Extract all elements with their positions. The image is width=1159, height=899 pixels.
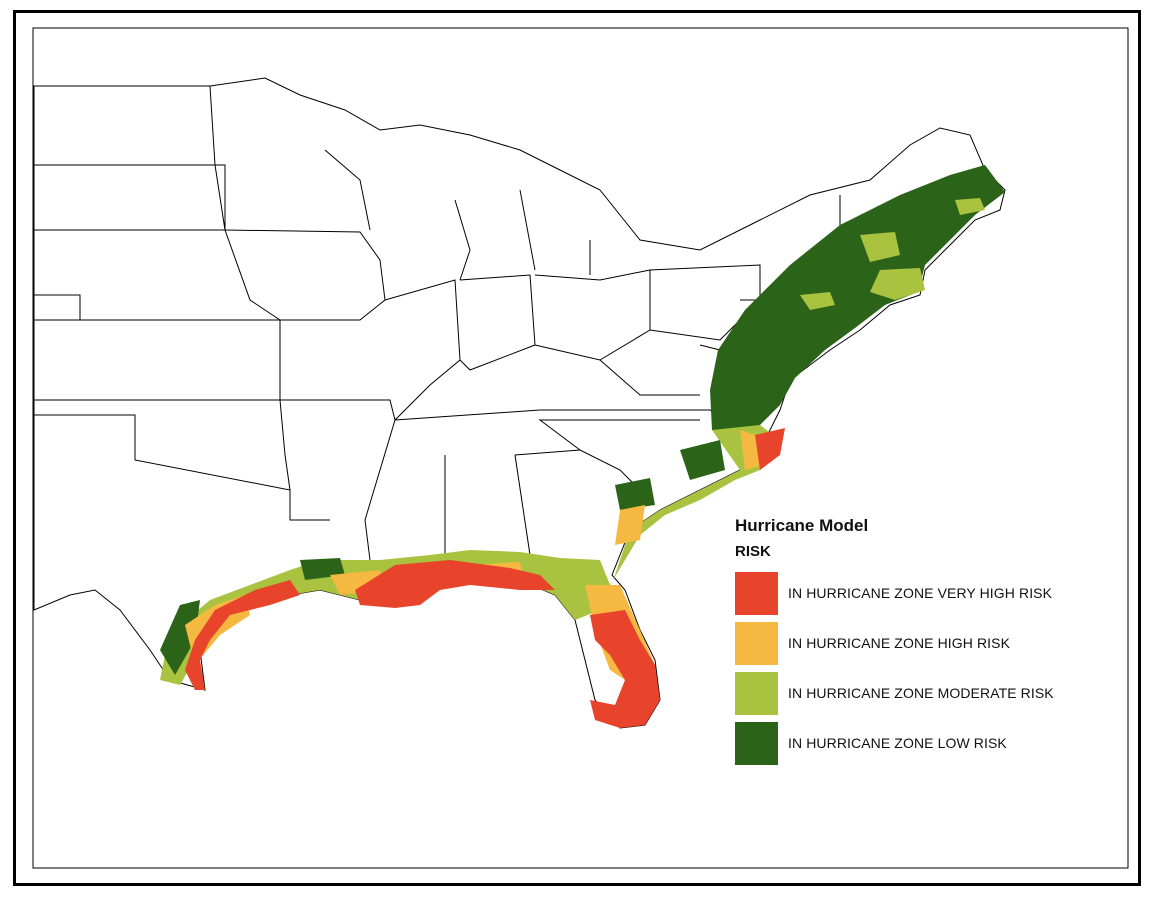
legend-label: IN HURRICANE ZONE LOW RISK xyxy=(788,735,1007,751)
map-inner-frame xyxy=(32,27,1129,869)
legend-subtitle: RISK xyxy=(735,543,771,560)
legend-title: Hurricane Model xyxy=(735,516,869,535)
legend-item: IN HURRICANE ZONE LOW RISK xyxy=(735,718,1115,768)
legend-label: IN HURRICANE ZONE VERY HIGH RISK xyxy=(788,585,1053,601)
legend-label: IN HURRICANE ZONE HIGH RISK xyxy=(788,635,1011,651)
legend-swatch xyxy=(735,671,778,715)
legend-swatch xyxy=(735,721,778,765)
legend-item: IN HURRICANE ZONE MODERATE RISK xyxy=(735,668,1115,718)
legend-item: IN HURRICANE ZONE VERY HIGH RISK xyxy=(735,568,1115,618)
risk-zones xyxy=(160,165,1005,728)
zone-moderate-southeast xyxy=(160,425,780,685)
state-borders xyxy=(34,85,911,561)
map-legend: Hurricane Model RISK IN HURRICANE ZONE V… xyxy=(735,515,1115,768)
legend-swatch xyxy=(735,571,778,615)
legend-item: IN HURRICANE ZONE HIGH RISK xyxy=(735,618,1115,668)
legend-swatch xyxy=(735,621,778,665)
legend-label: IN HURRICANE ZONE MODERATE RISK xyxy=(788,685,1054,701)
zone-low-northeast xyxy=(710,165,1005,430)
legend-items: IN HURRICANE ZONE VERY HIGH RISK IN HURRI… xyxy=(735,568,1115,768)
